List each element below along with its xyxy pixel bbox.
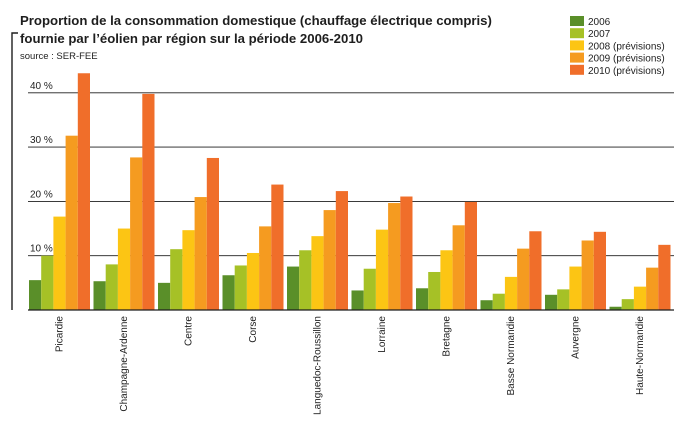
bar: [581, 240, 594, 310]
x-tick-label: Basse Normandie: [506, 316, 517, 396]
bar: [609, 306, 622, 310]
x-tick-label: Auvergne: [571, 316, 582, 359]
bar: [658, 244, 671, 310]
bar: [335, 191, 348, 310]
bars: [29, 73, 671, 310]
bar: [206, 157, 219, 310]
y-tick-label: 30 %: [30, 135, 53, 146]
legend-label: 2009 (prévisions): [588, 54, 665, 65]
legend-label: 2008 (prévisions): [588, 41, 665, 52]
legend-swatch: [570, 16, 584, 26]
x-tick-label: Bretagne: [442, 316, 453, 357]
bar: [259, 226, 272, 310]
bar: [464, 201, 477, 310]
bar: [492, 293, 505, 310]
chart-title-line-2: fournie par l’éolien par région sur la p…: [20, 31, 363, 46]
bar: [504, 276, 518, 310]
bar: [182, 230, 195, 310]
legend-label: 2010 (prévisions): [588, 66, 665, 77]
bar: [158, 282, 171, 310]
bar: [77, 73, 90, 310]
bar: [194, 197, 207, 310]
bar: [375, 229, 389, 310]
bar: [299, 250, 312, 310]
y-tick-label: 20 %: [30, 189, 53, 200]
y-tick-label: 40 %: [30, 81, 53, 92]
legend-swatch: [570, 52, 584, 63]
bar: [593, 231, 606, 310]
bar: [41, 255, 54, 310]
x-tick-label: Picardie: [55, 316, 66, 353]
bar: [400, 196, 413, 310]
bar: [271, 184, 284, 310]
bar: [142, 93, 155, 310]
bar: [440, 250, 453, 310]
y-tick-label: 10 %: [30, 244, 53, 255]
bar: [621, 299, 634, 310]
bar: [569, 266, 582, 310]
bar: [557, 289, 570, 310]
x-tick-label: Languedoc-Roussillon: [313, 316, 324, 415]
y-axis-bracket: [11, 32, 18, 310]
bar: [117, 228, 131, 310]
bar: [222, 275, 235, 310]
x-tick-label: Corse: [248, 316, 259, 343]
bar: [287, 266, 300, 310]
bar: [311, 236, 324, 310]
bar: [517, 248, 530, 310]
bar: [646, 267, 659, 310]
bar: [234, 265, 247, 310]
y-tick-labels: 10 % 20 % 30 % 40 %: [30, 81, 53, 255]
bar: [65, 135, 78, 310]
bar: [29, 280, 42, 310]
bar: [363, 268, 376, 310]
legend-swatch: [570, 28, 584, 39]
bar: [170, 249, 183, 310]
bar: [130, 157, 143, 310]
x-tick-labels: Picardie Champagne-Ardenne Centre Corse Lang…: [55, 316, 647, 415]
chart-title-line-1: Proportion de la consommation domestique…: [20, 13, 492, 28]
bar: [633, 286, 647, 310]
bar: [53, 216, 66, 310]
bar: [246, 252, 260, 310]
legend-label: 2007: [588, 29, 611, 40]
legend-swatch: [570, 40, 584, 51]
bar: [428, 271, 441, 310]
legend-label: 2006: [588, 17, 611, 28]
legend-swatch: [570, 64, 584, 75]
bar: [452, 225, 465, 310]
bar: [545, 294, 558, 310]
bar: [388, 203, 401, 310]
x-tick-label: Champagne-Ardenne: [119, 316, 130, 412]
bar: [93, 281, 106, 310]
bar: [529, 231, 542, 310]
x-tick-label: Centre: [184, 316, 195, 346]
bar: [416, 288, 429, 310]
bar: [480, 300, 493, 310]
bar: [323, 210, 336, 310]
bar: [351, 290, 364, 310]
chart-source: source : SER-FEE: [20, 51, 98, 62]
x-tick-label: Lorraine: [377, 316, 388, 353]
bar: [105, 264, 118, 310]
x-tick-label: Haute-Normandie: [635, 316, 646, 395]
